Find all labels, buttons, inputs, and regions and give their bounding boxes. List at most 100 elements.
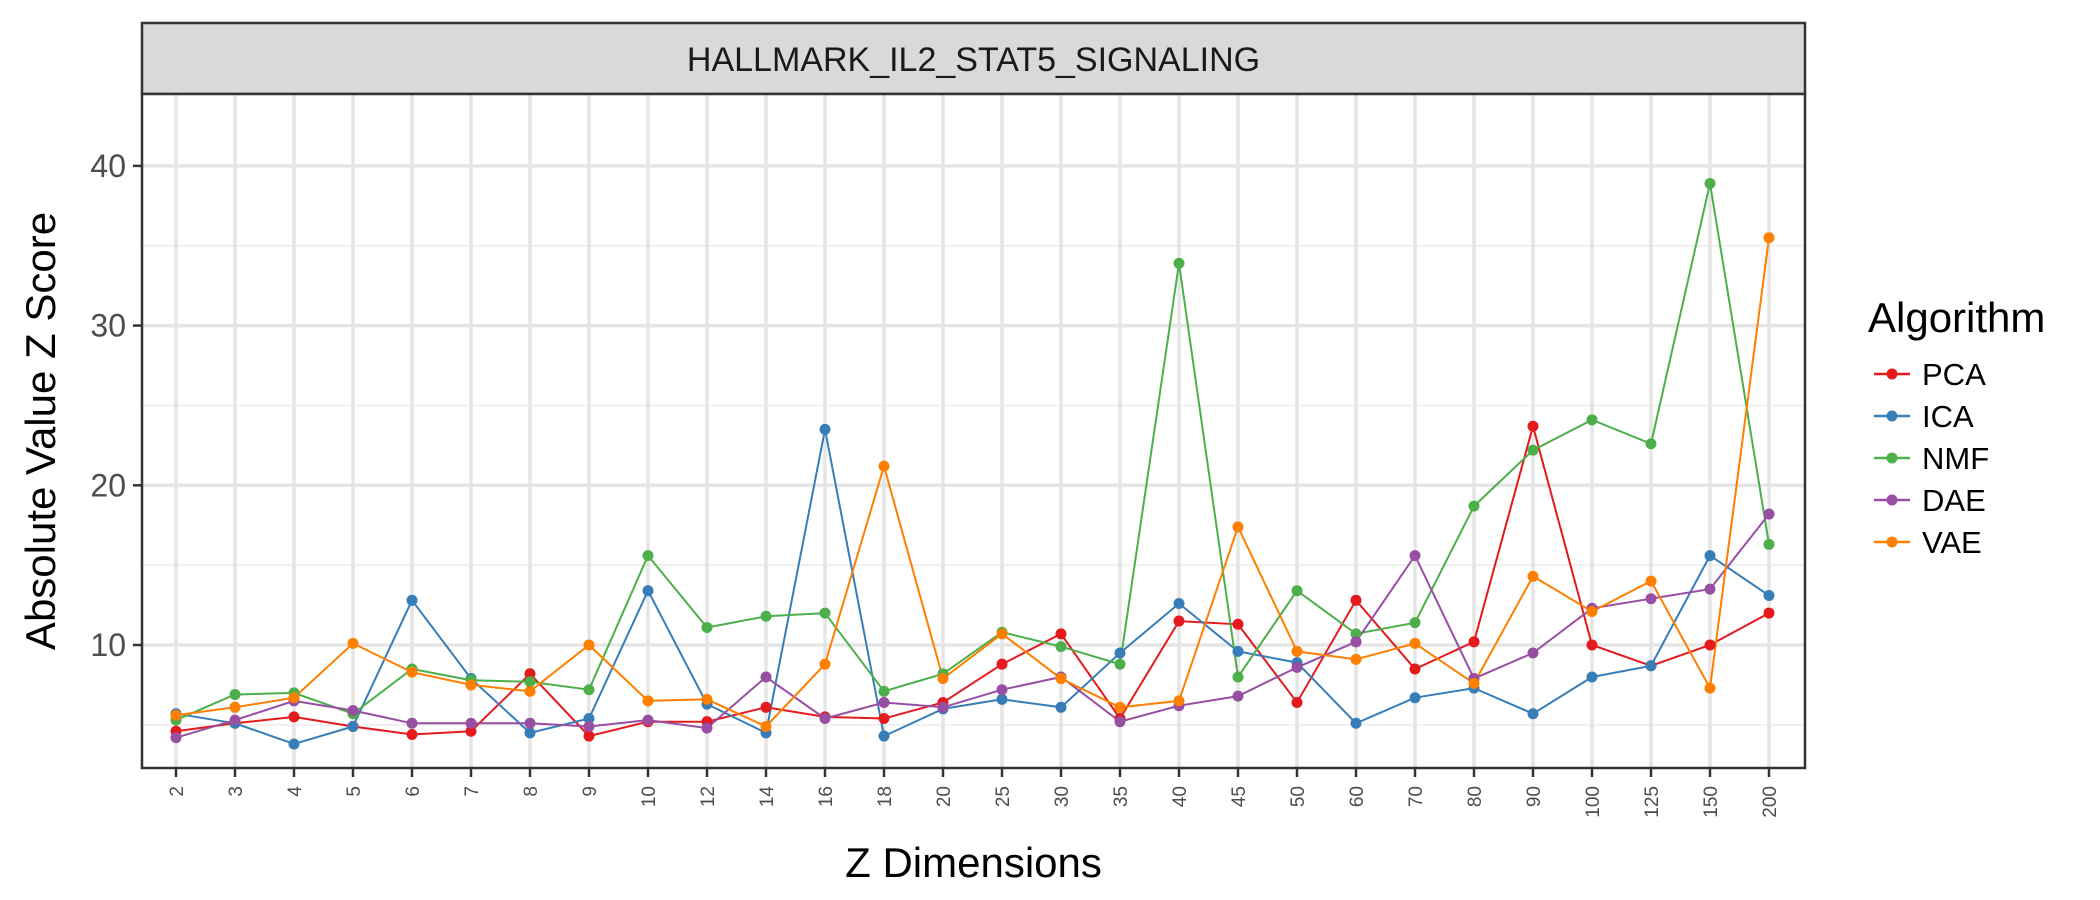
data-point-dae <box>583 720 595 732</box>
x-tick-label: 60 <box>1347 786 1368 807</box>
legend-label-dae: DAE <box>1922 483 1986 518</box>
data-point-pca <box>760 701 772 713</box>
legend-title: Algorithm <box>1868 294 2045 341</box>
series-line-nmf <box>175 183 1770 722</box>
data-point-nmf <box>524 676 536 688</box>
data-point-pca <box>583 730 595 742</box>
data-point-dae <box>347 705 359 717</box>
data-point-dae <box>1763 508 1775 520</box>
data-point-ica <box>1114 647 1126 659</box>
data-point-dae <box>1291 661 1303 673</box>
x-tick-label: 25 <box>993 786 1014 807</box>
x-tick-label: 125 <box>1642 786 1663 818</box>
x-tick-label: 10 <box>639 786 660 807</box>
data-point-ica <box>288 738 300 750</box>
data-point-vae <box>1291 645 1303 657</box>
data-point-nmf <box>1173 257 1185 269</box>
data-point-nmf <box>819 607 831 619</box>
data-point-pca <box>406 728 418 740</box>
data-point-vae <box>1645 575 1657 587</box>
data-point-ica <box>583 712 595 724</box>
data-point-ica <box>642 585 654 597</box>
data-point-pca <box>996 658 1008 670</box>
data-point-ica <box>996 693 1008 705</box>
data-point-vae <box>1232 521 1244 533</box>
x-tick-label: 16 <box>816 786 837 807</box>
x-tick-label: 2 <box>167 786 188 797</box>
y-axis: 10 20 30 40 <box>90 148 142 663</box>
series-line-dae <box>175 513 1770 739</box>
x-tick-label: 200 <box>1760 786 1781 818</box>
x-tick-label: 80 <box>1465 786 1486 807</box>
data-point-ica <box>1232 645 1244 657</box>
data-point-vae <box>1114 701 1126 713</box>
data-point-pca <box>1763 607 1775 619</box>
data-point-ica <box>819 423 831 435</box>
x-tick-label: 35 <box>1111 786 1132 807</box>
data-point-pca <box>288 711 300 723</box>
x-tick-label: 45 <box>1229 786 1250 807</box>
data-point-ica <box>1645 660 1657 672</box>
y-axis-title: Absolute Value Z Score <box>17 212 64 650</box>
data-point-vae <box>1468 677 1480 689</box>
series-lines <box>175 183 1770 746</box>
x-tick-label: 8 <box>521 786 542 797</box>
x-tick-label: 50 <box>1288 786 1309 807</box>
data-point-dae <box>170 732 182 744</box>
legend-point-nmf <box>1886 452 1898 464</box>
data-point-ica <box>1350 717 1362 729</box>
data-point-nmf <box>1527 444 1539 456</box>
data-point-vae <box>288 692 300 704</box>
data-point-vae <box>406 666 418 678</box>
x-tick-label: 14 <box>757 786 778 808</box>
data-point-vae <box>1350 653 1362 665</box>
data-point-vae <box>170 709 182 721</box>
data-point-vae <box>878 460 890 472</box>
x-tick-label: 5 <box>344 786 365 797</box>
data-point-dae <box>701 722 713 734</box>
data-point-nmf <box>1232 671 1244 683</box>
data-point-pca <box>1232 618 1244 630</box>
data-point-dae <box>760 671 772 683</box>
data-point-ica <box>347 720 359 732</box>
data-point-ica <box>406 594 418 606</box>
plot-border <box>140 92 1807 770</box>
data-point-nmf <box>701 621 713 633</box>
data-point-dae <box>996 684 1008 696</box>
data-point-nmf <box>583 684 595 696</box>
data-point-vae <box>524 685 536 697</box>
data-point-dae <box>229 714 241 726</box>
data-point-dae <box>642 714 654 726</box>
grid <box>142 94 1805 768</box>
data-point-ica <box>1173 597 1185 609</box>
y-tick-label: 30 <box>90 308 126 344</box>
legend-label-pca: PCA <box>1922 357 1986 392</box>
data-point-dae <box>1645 593 1657 605</box>
data-point-nmf <box>1055 641 1067 653</box>
data-point-vae <box>1173 695 1185 707</box>
x-tick-label: 9 <box>580 786 601 797</box>
data-point-dae <box>406 717 418 729</box>
x-tick-label: 20 <box>934 786 955 807</box>
data-point-vae <box>465 679 477 691</box>
data-point-vae <box>1055 673 1067 685</box>
data-point-ica <box>524 727 536 739</box>
series-points <box>170 177 1775 750</box>
x-tick-label: 70 <box>1406 786 1427 807</box>
data-point-ica <box>1055 701 1067 713</box>
legend: Algorithm PCA ICA NMF DAE VAE <box>1868 294 2045 560</box>
data-point-vae <box>1409 637 1421 649</box>
data-point-ica <box>1527 708 1539 720</box>
data-point-nmf <box>1586 414 1598 426</box>
data-point-vae <box>642 695 654 707</box>
facet-title: HALLMARK_IL2_STAT5_SIGNALING <box>687 41 1260 79</box>
data-point-nmf <box>1291 585 1303 597</box>
data-point-vae <box>347 637 359 649</box>
data-point-dae <box>819 712 831 724</box>
data-point-nmf <box>229 689 241 701</box>
data-point-vae <box>760 720 772 732</box>
x-tick-label: 18 <box>875 786 896 807</box>
legend-label-ica: ICA <box>1922 399 1974 434</box>
series-line-ica <box>175 429 1770 746</box>
